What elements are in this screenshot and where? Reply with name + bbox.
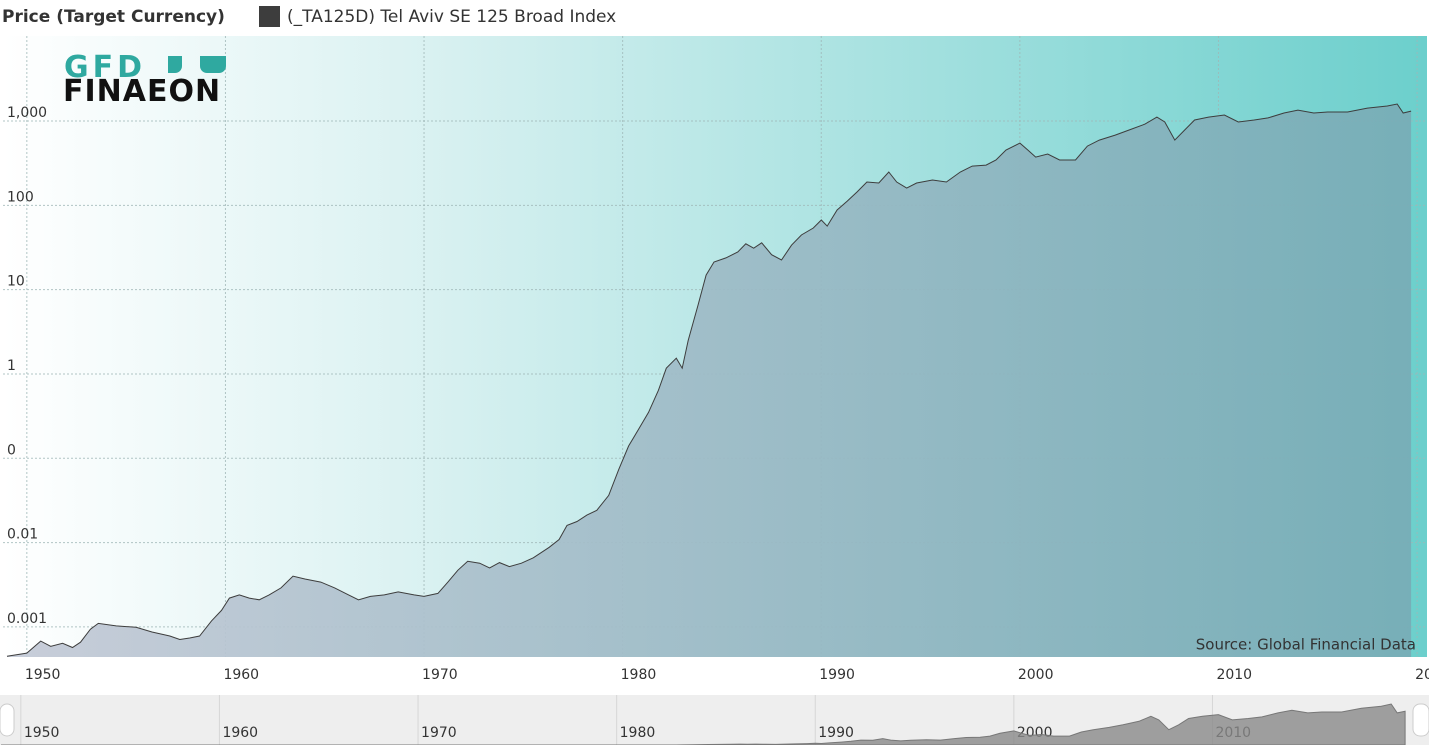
source-note: Source: Global Financial Data (1196, 636, 1416, 654)
legend-label[interactable]: (_TA125D) Tel Aviv SE 125 Broad Index (287, 7, 616, 27)
x-tick-label: 1980 (621, 667, 657, 683)
navigator-tick-label: 1960 (222, 725, 258, 741)
logo-bottom: FINAEON (63, 74, 221, 109)
navigator-tick-label: 1950 (24, 725, 60, 741)
chart-title: Price (Target Currency) (2, 7, 225, 27)
y-tick-label: 0.01 (7, 527, 38, 543)
x-tick-label: 2020 (1415, 667, 1429, 683)
navigator-handle[interactable] (1412, 703, 1429, 737)
y-tick-label: 0 (7, 442, 16, 458)
line (6, 103, 1412, 657)
navigator-tick-label: 1980 (620, 725, 656, 741)
y-tick-label: 1,000 (7, 105, 47, 121)
y-tick-label: 1 (7, 358, 16, 374)
navigator-tick-label: 1990 (818, 725, 854, 741)
logo-top: GFD (64, 50, 146, 85)
x-tick-label: 2000 (1018, 667, 1054, 683)
x-tick-label: 1990 (819, 667, 855, 683)
area (7, 104, 1412, 657)
legend-swatch[interactable] (259, 6, 280, 27)
x-tick-label: 1960 (223, 667, 259, 683)
x-tick-label: 1950 (25, 667, 61, 683)
logo: GFD FINAEON (63, 50, 226, 109)
x-tick-label: 2010 (1216, 667, 1252, 683)
x-tick-label: 1970 (422, 667, 458, 683)
navigator-handle[interactable] (0, 703, 15, 737)
y-tick-label: 100 (7, 189, 34, 205)
y-tick-label: 0.001 (7, 611, 47, 627)
navigator-tick-label: 1970 (421, 725, 457, 741)
y-tick-label: 10 (7, 274, 25, 290)
